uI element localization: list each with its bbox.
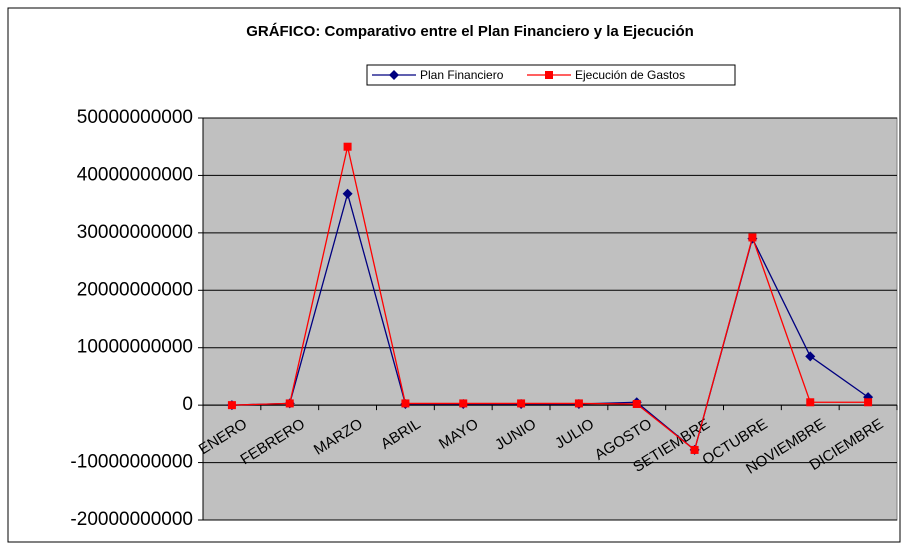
y-tick-label: 40000000000 — [77, 164, 193, 185]
marker — [342, 188, 353, 199]
marker — [545, 71, 553, 79]
legend-label: Ejecución de Gastos — [575, 68, 685, 82]
y-tick-label: 50000000000 — [77, 107, 193, 128]
marker — [389, 70, 399, 80]
marker — [459, 399, 468, 408]
marker — [517, 399, 526, 408]
marker — [401, 399, 410, 408]
y-tick-label: 10000000000 — [77, 337, 193, 358]
plot-area — [202, 117, 898, 521]
marker — [748, 233, 757, 242]
legend-label: Plan Financiero — [420, 68, 504, 82]
marker — [806, 398, 815, 407]
series-line — [231, 146, 869, 452]
marker — [690, 445, 699, 454]
marker — [805, 351, 816, 362]
y-tick-label: 20000000000 — [77, 279, 193, 300]
marker — [632, 399, 641, 408]
y-tick-label: 30000000000 — [77, 222, 193, 243]
y-tick-label: -10000000000 — [70, 452, 193, 473]
marker — [574, 399, 583, 408]
chart-title: GRÁFICO: Comparativo entre el Plan Finan… — [246, 23, 694, 40]
marker — [285, 399, 294, 408]
marker — [343, 142, 352, 151]
marker — [227, 401, 236, 410]
y-tick-label: 0 — [182, 394, 193, 415]
marker — [864, 398, 873, 407]
y-tick-label: -20000000000 — [70, 509, 193, 530]
